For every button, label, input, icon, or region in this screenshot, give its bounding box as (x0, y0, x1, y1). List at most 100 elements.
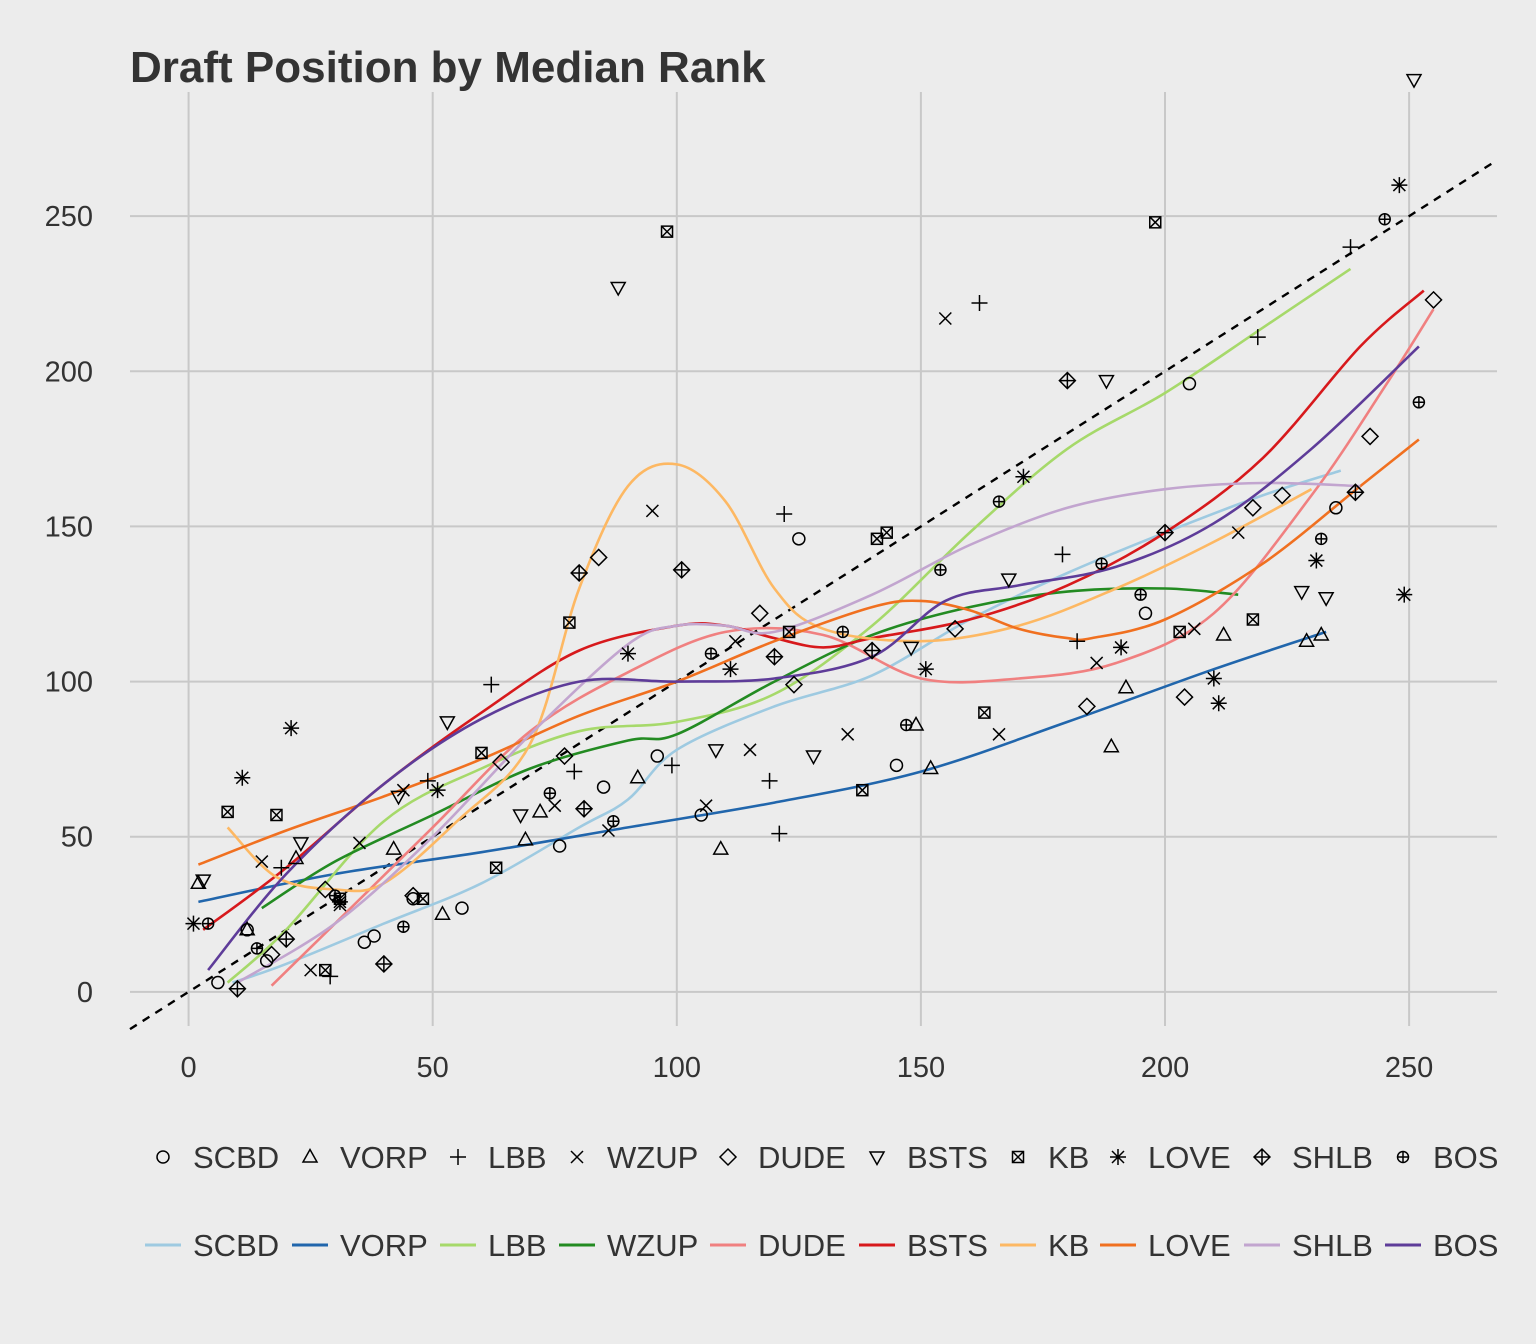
legend-marker-vorp (301, 1147, 319, 1163)
point-kb (880, 526, 893, 539)
point-bos (900, 718, 913, 732)
point-kb (1149, 216, 1162, 229)
point-shlb (1058, 371, 1077, 390)
point-vorp (629, 768, 647, 784)
point-wzup (728, 634, 742, 648)
point-wzup (992, 727, 1006, 741)
point-wzup (1090, 656, 1104, 670)
point-dude (1077, 697, 1096, 716)
point-wzup (396, 783, 410, 797)
legend-line-label-dude: DUDE (758, 1228, 846, 1263)
point-wzup (645, 504, 659, 518)
point-dude (491, 753, 511, 772)
point-lbb (273, 859, 290, 876)
legend-line-label-lbb: LBB (488, 1228, 547, 1263)
point-kb (1173, 625, 1186, 639)
legend-line-label-bos: BOS (1433, 1228, 1498, 1263)
point-shlb (277, 930, 296, 949)
point-bsts (609, 281, 627, 297)
point-scbd (367, 929, 381, 943)
point-lbb (566, 763, 583, 780)
point-bos (1412, 396, 1426, 409)
point-bsts (902, 641, 920, 657)
legend-marker-bsts (868, 1151, 886, 1167)
legend-label-love: LOVE (1148, 1140, 1231, 1175)
point-dude (316, 880, 335, 899)
legend-label-wzup: WZUP (607, 1140, 698, 1175)
point-bos (397, 920, 410, 933)
point-bsts (1000, 573, 1018, 589)
point-dude (262, 945, 281, 964)
point-scbd (792, 532, 806, 546)
smooth-line-kb (226, 462, 1313, 893)
point-kb (489, 861, 503, 874)
point-shlb (374, 954, 393, 974)
y-tick-label: 100 (45, 667, 93, 699)
point-shlb (1346, 483, 1365, 502)
x-tick-label: 50 (417, 1052, 449, 1084)
legend-marker-lbb (450, 1149, 466, 1165)
smooth-line-scbd (232, 469, 1342, 984)
point-vorp (1117, 678, 1135, 694)
point-love (331, 893, 348, 910)
point-bos (836, 625, 850, 639)
legend-marker-kb (1011, 1150, 1025, 1164)
point-love (619, 645, 636, 662)
legend-marker-wzup (570, 1150, 584, 1164)
x-tick-label: 0 (181, 1052, 197, 1084)
legend-label-bos: BOS (1433, 1140, 1498, 1175)
point-scbd (211, 975, 225, 990)
y-tick-label: 200 (45, 356, 93, 388)
scatter-points (185, 73, 1443, 998)
point-dude (750, 604, 769, 623)
point-bos (328, 889, 342, 902)
point-bsts (1405, 73, 1423, 89)
point-bos (934, 563, 947, 577)
point-love (1205, 670, 1222, 687)
point-kb (1246, 613, 1260, 626)
y-tick-label: 50 (61, 822, 93, 854)
point-vorp (238, 920, 256, 936)
point-love (722, 661, 739, 678)
x-tick-label: 200 (1141, 1052, 1189, 1084)
point-wzup (255, 855, 269, 869)
point-kb (856, 783, 869, 797)
point-dude (1175, 688, 1194, 707)
point-wzup (548, 799, 562, 813)
point-scbd (1329, 501, 1343, 515)
point-love (185, 915, 202, 932)
point-kb (978, 706, 991, 719)
point-kb (221, 805, 234, 819)
point-vorp (385, 840, 402, 855)
point-bsts (805, 750, 822, 766)
smooth-lines (197, 267, 1435, 987)
point-vorp (907, 715, 925, 731)
point-kb (660, 225, 674, 238)
point-scbd (1138, 606, 1153, 621)
point-scbd (694, 808, 708, 822)
point-vorp (712, 840, 730, 855)
point-love (917, 661, 934, 678)
point-kb (475, 746, 488, 760)
point-kb (782, 625, 796, 639)
point-love (1308, 552, 1325, 569)
legend-label-scbd: SCBD (193, 1140, 279, 1175)
x-tick-label: 250 (1385, 1052, 1433, 1084)
point-scbd (455, 901, 469, 915)
legend-label-kb: KB (1048, 1140, 1089, 1175)
point-wzup (304, 963, 318, 977)
point-shlb (863, 641, 882, 660)
y-tick-label: 150 (45, 511, 93, 543)
point-wzup (841, 727, 855, 741)
legend-line-label-scbd: SCBD (193, 1228, 279, 1263)
point-love (234, 769, 251, 786)
point-love (1396, 586, 1413, 603)
chart-title: Draft Position by Median Rank (130, 43, 766, 92)
point-dude (555, 746, 574, 766)
point-kb (416, 892, 430, 906)
point-lbb (971, 295, 988, 312)
point-bsts (1098, 374, 1115, 390)
point-vorp (531, 802, 549, 818)
point-scbd (1182, 376, 1197, 391)
